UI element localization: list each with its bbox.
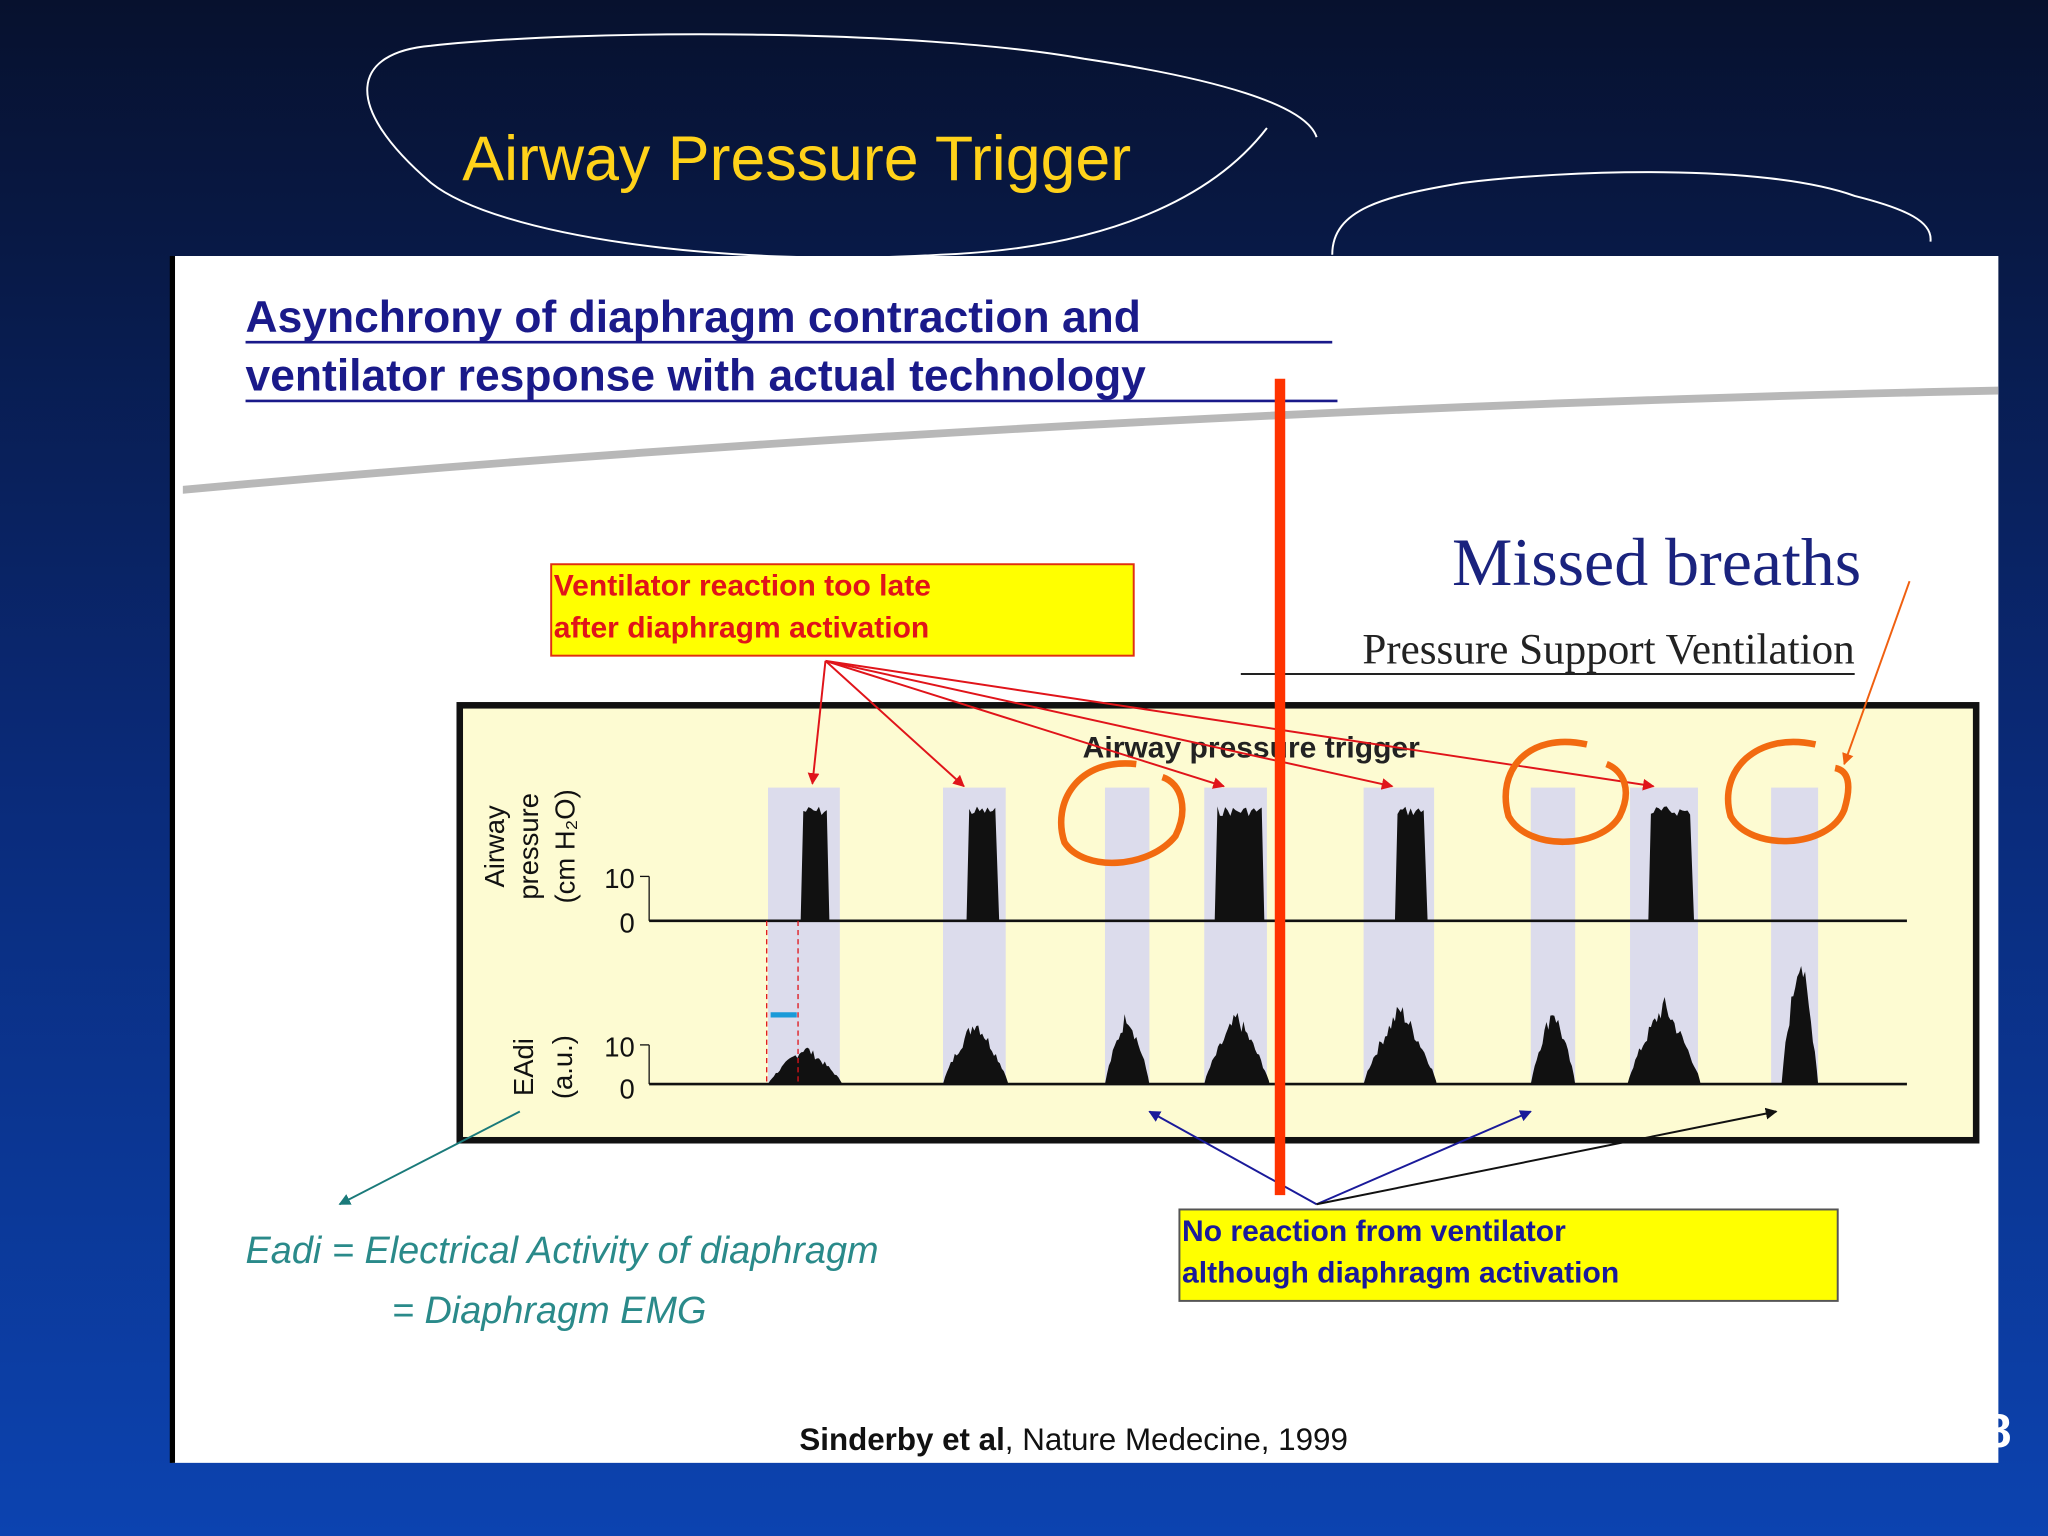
heading-line: Asynchrony of diaphragm contraction and: [246, 293, 1141, 342]
waveforms: [640, 787, 1907, 1086]
arrow: [824, 660, 965, 788]
eadi-burst: [1104, 1014, 1150, 1085]
pressure-pulse: [1648, 806, 1695, 921]
axis-label: (a.u.): [547, 1035, 578, 1099]
arrow: [1148, 1110, 1318, 1206]
pen-circle: [1057, 760, 1186, 866]
arrow: [1316, 1110, 1532, 1206]
axis-label: pressure: [513, 793, 544, 900]
eadi-burst: [1781, 966, 1819, 1085]
arrow: [825, 659, 1225, 789]
none-arrows: [1148, 1107, 1778, 1206]
eadi-burst: [1363, 1006, 1437, 1085]
pressure-pulse: [1214, 806, 1265, 921]
eadi-burst: [1530, 1015, 1576, 1085]
callout-text: although diaphragm activation: [1182, 1257, 1619, 1290]
eadi-burst: [768, 1047, 843, 1085]
pen-circle: [1724, 738, 1852, 845]
citation: Sinderby et al, Nature Medecine, 1999: [799, 1422, 1348, 1457]
axis-labels: Airway pressure (cm H₂O) EAdi (a.u.) 10 …: [479, 789, 635, 1104]
pressure-pulse: [800, 806, 830, 921]
axis-label: EAdi: [508, 1038, 539, 1096]
plot-label: Airway pressure trigger: [1083, 732, 1420, 765]
tick-label: 0: [620, 1073, 635, 1104]
citation-authors: Sinderby et al: [799, 1422, 1004, 1457]
pen-circles: [1057, 738, 1852, 866]
arrow: [1842, 580, 1911, 766]
eadi-burst: [943, 1025, 1009, 1085]
pressure-pulse: [966, 806, 1000, 921]
none-callout-box: [1178, 1208, 1839, 1302]
tick-label: 0: [620, 908, 635, 939]
slide-title: Airway Pressure Trigger: [462, 124, 1131, 194]
heading-line: ventilator response with actual technolo…: [246, 352, 1147, 401]
mode-label: Pressure Support Ventilation: [1362, 627, 1854, 674]
eadi-burst: [1204, 1012, 1270, 1085]
axis-label: (cm H₂O): [550, 789, 581, 903]
axis-label: Airway: [479, 805, 510, 888]
pen-circle: [1502, 738, 1630, 845]
tick-label: 10: [604, 1032, 634, 1063]
pressure-pulse: [1394, 806, 1428, 921]
callout-text: No reaction from ventilator: [1182, 1215, 1566, 1248]
definition: = Diaphragm EMG: [392, 1290, 707, 1332]
gray-band: [182, 386, 1999, 494]
arrow: [825, 659, 1394, 790]
callout-text: after diaphragm activation: [554, 611, 929, 644]
arrow: [338, 1110, 521, 1206]
page-number: 8: [1985, 1404, 2011, 1457]
arrow: [1316, 1107, 1778, 1206]
eadi-burst: [1627, 997, 1701, 1085]
missed-note: Missed breaths: [1452, 524, 1861, 600]
late-callout-box: [550, 563, 1135, 657]
arrow: [807, 660, 827, 785]
definition: Eadi = Electrical Activity of diaphragm: [246, 1230, 879, 1272]
tick-label: 10: [604, 863, 634, 894]
citation-source: , Nature Medecine, 1999: [1005, 1422, 1348, 1457]
callout-text: Ventilator reaction too late: [554, 570, 931, 603]
pen-stroke: [1331, 171, 1932, 255]
